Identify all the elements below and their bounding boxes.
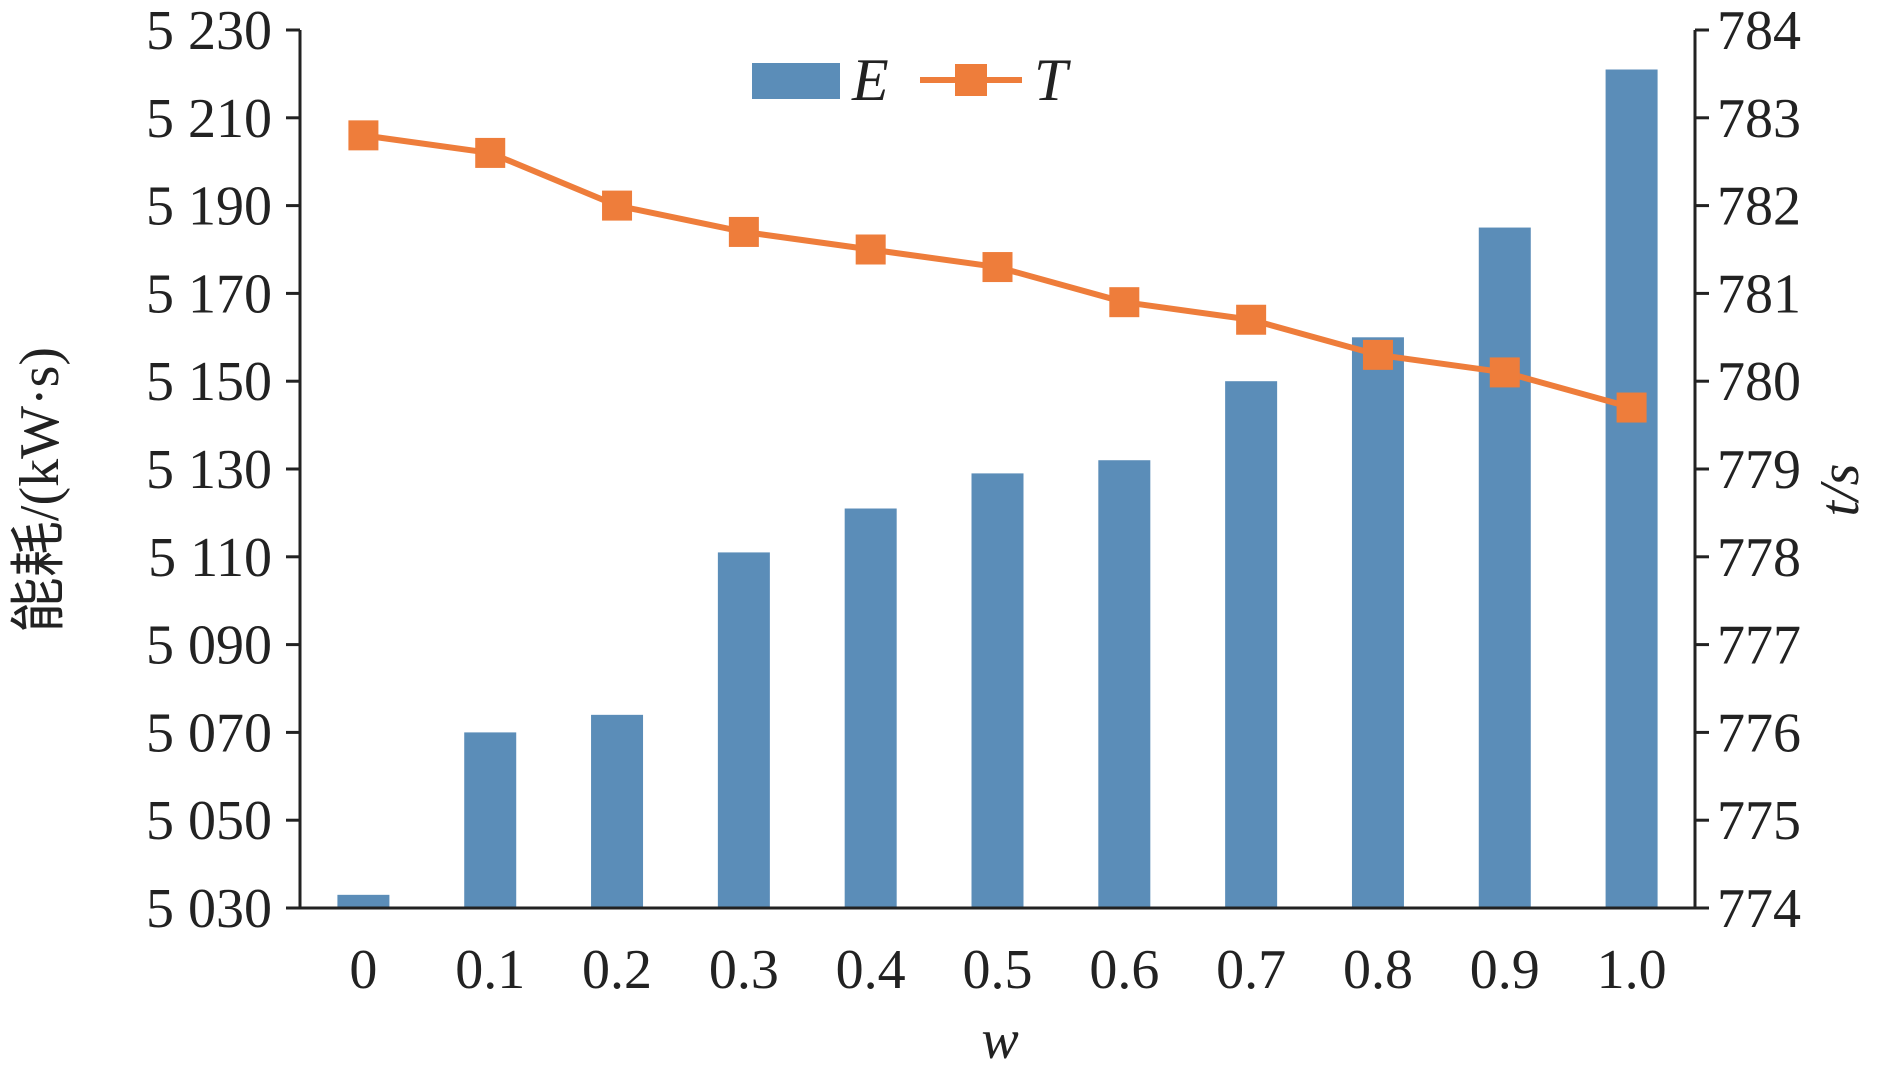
right-axis-title: t/s (1809, 464, 1871, 517)
legend-swatch-e (752, 63, 840, 99)
left-tick-label: 5 070 (146, 702, 272, 764)
right-tick-label: 782 (1717, 176, 1801, 238)
bar-e-0.5 (971, 473, 1024, 908)
point-t-0 (348, 120, 379, 151)
right-tick-label: 774 (1717, 878, 1801, 940)
bar-e-0.8 (1351, 337, 1404, 908)
x-tick-label: 0.6 (1089, 939, 1159, 1001)
right-tick-label: 781 (1717, 263, 1801, 325)
legend-label-e: E (851, 47, 889, 113)
point-t-0.3 (728, 216, 759, 247)
point-t-0.2 (602, 190, 633, 221)
bar-e-0.7 (1225, 381, 1278, 908)
point-t-0.9 (1489, 357, 1520, 388)
x-axis-ticks: 0 0.1 0.2 0.3 0.4 0.5 0.6 0.7 0.8 0.9 1.0 (349, 939, 1666, 1001)
point-t-0.8 (1362, 339, 1393, 370)
x-tick-label: 0.8 (1343, 939, 1413, 1001)
point-t-0.5 (982, 252, 1013, 283)
bar-e-0.1 (464, 732, 517, 908)
bar-e-0 (337, 894, 390, 908)
right-tick-label: 775 (1717, 790, 1801, 852)
right-tick-label: 780 (1717, 351, 1801, 413)
x-tick-label: 0.5 (963, 939, 1033, 1001)
left-axis-title: 能耗/(kW·s) (9, 347, 71, 633)
left-tick-label: 5 130 (146, 439, 272, 501)
left-tick-label: 5 030 (146, 878, 272, 940)
x-tick-label: 0.7 (1216, 939, 1286, 1001)
x-tick-label: 0.9 (1470, 939, 1540, 1001)
right-tick-label: 776 (1717, 702, 1801, 764)
left-tick-label: 5 170 (146, 263, 272, 325)
point-t-0.7 (1236, 304, 1267, 335)
point-t-0.4 (855, 234, 886, 265)
bar-e-0.4 (844, 508, 897, 908)
right-tick-label: 778 (1717, 527, 1801, 589)
bar-e-0.6 (1098, 460, 1151, 908)
point-t-1.0 (1616, 392, 1647, 423)
left-axis-ticks: 5 030 5 050 5 070 5 090 5 110 5 130 5 150 5 170… (146, 0, 300, 940)
x-tick-label: 0.4 (836, 939, 906, 1001)
right-tick-label: 779 (1717, 439, 1801, 501)
bar-series-e (337, 69, 1658, 909)
bar-e-0.2 (591, 714, 644, 908)
left-tick-label: 5 110 (148, 527, 272, 589)
left-tick-label: 5 150 (146, 351, 272, 413)
line-series-t (348, 120, 1647, 423)
left-tick-label: 5 090 (146, 615, 272, 677)
x-axis-title: w (981, 1009, 1018, 1071)
left-tick-label: 5 210 (146, 88, 272, 150)
legend: E T (752, 47, 1071, 113)
right-tick-label: 783 (1717, 88, 1801, 150)
bar-e-0.9 (1478, 227, 1531, 909)
x-tick-label: 0 (349, 939, 377, 1001)
x-tick-label: 1.0 (1597, 939, 1667, 1001)
bar-e-0.3 (717, 552, 770, 908)
x-tick-label: 0.2 (582, 939, 652, 1001)
left-tick-label: 5 190 (146, 176, 272, 238)
left-tick-label: 5 230 (146, 0, 272, 62)
left-tick-label: 5 050 (146, 790, 272, 852)
point-t-0.1 (475, 137, 506, 168)
right-axis-ticks: 774 775 776 777 778 779 780 781 782 783 784 (1695, 0, 1801, 940)
x-tick-label: 0.1 (455, 939, 525, 1001)
right-tick-label: 784 (1717, 0, 1801, 62)
legend-label-t: T (1034, 47, 1071, 113)
right-tick-label: 777 (1717, 615, 1801, 677)
x-tick-label: 0.3 (709, 939, 779, 1001)
legend-marker-t (955, 64, 987, 96)
point-t-0.6 (1109, 287, 1140, 318)
bar-e-1.0 (1605, 69, 1658, 908)
